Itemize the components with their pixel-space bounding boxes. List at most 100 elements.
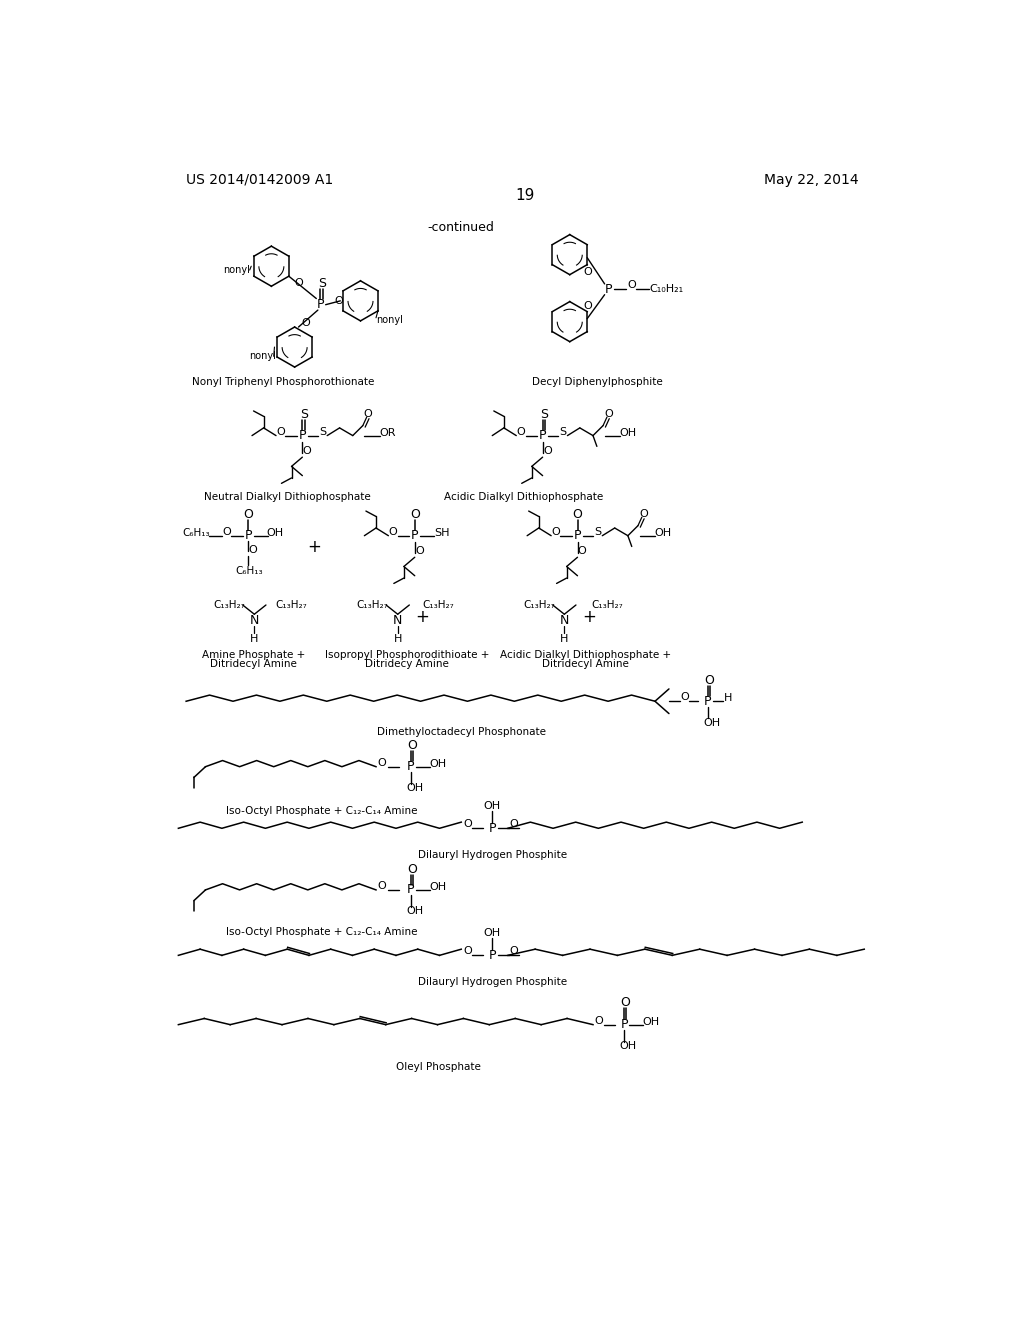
Text: OH: OH [483, 928, 501, 939]
Text: US 2014/0142009 A1: US 2014/0142009 A1 [186, 173, 334, 187]
Text: O: O [410, 508, 420, 521]
Text: +: + [307, 539, 321, 556]
Text: C₁₃H₂₇: C₁₃H₂₇ [591, 601, 623, 610]
Text: OH: OH [620, 1041, 637, 1051]
Text: Iso-Octyl Phosphate + C₁₂-C₁₄ Amine: Iso-Octyl Phosphate + C₁₂-C₁₄ Amine [226, 927, 418, 937]
Text: O: O [408, 862, 418, 875]
Text: O: O [335, 296, 343, 306]
Text: O: O [584, 301, 592, 312]
Text: O: O [516, 426, 525, 437]
Text: H: H [724, 693, 732, 704]
Text: O: O [639, 510, 648, 519]
Text: OH: OH [643, 1016, 659, 1027]
Text: nonyl: nonyl [249, 351, 275, 362]
Text: May 22, 2014: May 22, 2014 [764, 173, 858, 187]
Text: O: O [408, 739, 418, 752]
Text: H: H [250, 634, 258, 644]
Text: O: O [510, 946, 518, 957]
Text: P: P [605, 282, 612, 296]
Text: O: O [276, 426, 285, 437]
Text: P: P [245, 529, 252, 543]
Text: P: P [539, 429, 547, 442]
Text: O: O [621, 995, 631, 1008]
Text: C₁₃H₂₇: C₁₃H₂₇ [422, 601, 454, 610]
Text: Neutral Dialkyl Dithiophosphate: Neutral Dialkyl Dithiophosphate [204, 492, 371, 502]
Text: S: S [594, 527, 601, 537]
Text: OH: OH [407, 907, 423, 916]
Text: O: O [680, 693, 689, 702]
Text: Isopropyl Phosphorodithioate +: Isopropyl Phosphorodithioate + [325, 649, 489, 660]
Text: nonyl: nonyl [376, 315, 402, 325]
Text: Dilauryl Hydrogen Phosphite: Dilauryl Hydrogen Phosphite [418, 850, 567, 861]
Text: O: O [628, 280, 636, 289]
Text: O: O [415, 546, 424, 556]
Text: O: O [302, 318, 310, 329]
Text: Ditridecyl Amine: Ditridecyl Amine [542, 659, 629, 669]
Text: OH: OH [620, 428, 637, 437]
Text: OH: OH [703, 718, 720, 727]
Text: C₁₃H₂₇: C₁₃H₂₇ [523, 601, 555, 610]
Text: O: O [595, 1016, 603, 1026]
Text: O: O [222, 527, 230, 537]
Text: C₁₃H₂₇: C₁₃H₂₇ [356, 601, 388, 610]
Text: Ditridecyl Amine: Ditridecyl Amine [210, 659, 297, 669]
Text: O: O [294, 279, 303, 288]
Text: P: P [316, 298, 324, 312]
Text: OH: OH [483, 801, 501, 810]
Text: Decyl Diphenylphosphite: Decyl Diphenylphosphite [531, 376, 663, 387]
Text: C₆H₁₃: C₆H₁₃ [182, 528, 210, 537]
Text: O: O [705, 675, 714, 686]
Text: O: O [378, 880, 387, 891]
Text: OH: OH [266, 528, 284, 537]
Text: O: O [303, 446, 311, 455]
Text: O: O [578, 546, 587, 556]
Text: P: P [408, 760, 415, 774]
Text: O: O [510, 820, 518, 829]
Text: O: O [364, 409, 373, 418]
Text: H: H [393, 634, 401, 644]
Text: O: O [584, 267, 592, 277]
Text: H: H [560, 634, 568, 644]
Text: Nonyl Triphenyl Phosphorothionate: Nonyl Triphenyl Phosphorothionate [191, 376, 374, 387]
Text: OH: OH [407, 783, 423, 793]
Text: OH: OH [429, 759, 446, 768]
Text: P: P [621, 1018, 628, 1031]
Text: O: O [604, 409, 613, 418]
Text: P: P [408, 883, 415, 896]
Text: S: S [318, 426, 326, 437]
Text: nonyl: nonyl [223, 265, 250, 275]
Text: O: O [389, 527, 397, 537]
Text: -continued: -continued [428, 222, 495, 234]
Text: +: + [416, 607, 429, 626]
Text: S: S [559, 426, 566, 437]
Text: Iso-Octyl Phosphate + C₁₂-C₁₄ Amine: Iso-Octyl Phosphate + C₁₂-C₁₄ Amine [226, 807, 418, 816]
Text: N: N [393, 614, 402, 627]
Text: Oleyl Phosphate: Oleyl Phosphate [395, 1063, 480, 1072]
Text: O: O [572, 508, 583, 521]
Text: Dilauryl Hydrogen Phosphite: Dilauryl Hydrogen Phosphite [418, 977, 567, 987]
Text: OR: OR [379, 428, 396, 437]
Text: O: O [249, 545, 257, 554]
Text: C₆H₁₃: C₆H₁₃ [236, 566, 263, 576]
Text: Amine Phosphate +: Amine Phosphate + [202, 649, 305, 660]
Text: Acidic Dialkyl Dithiophosphate +: Acidic Dialkyl Dithiophosphate + [500, 649, 671, 660]
Text: O: O [543, 446, 552, 455]
Text: S: S [541, 408, 548, 421]
Text: 19: 19 [515, 187, 535, 203]
Text: O: O [463, 820, 472, 829]
Text: Dimethyloctadecyl Phosphonate: Dimethyloctadecyl Phosphonate [377, 727, 546, 737]
Text: O: O [552, 527, 560, 537]
Text: P: P [573, 529, 582, 543]
Text: C₁₃H₂₇: C₁₃H₂₇ [274, 601, 306, 610]
Text: OH: OH [429, 882, 446, 892]
Text: O: O [463, 946, 472, 957]
Text: N: N [560, 614, 569, 627]
Text: S: S [317, 277, 326, 290]
Text: +: + [583, 607, 596, 626]
Text: C₁₃H₂₇: C₁₃H₂₇ [213, 601, 245, 610]
Text: P: P [411, 529, 419, 543]
Text: P: P [488, 822, 496, 834]
Text: Acidic Dialkyl Dithiophosphate: Acidic Dialkyl Dithiophosphate [443, 492, 603, 502]
Text: Ditridecy Amine: Ditridecy Amine [366, 659, 449, 669]
Text: N: N [250, 614, 259, 627]
